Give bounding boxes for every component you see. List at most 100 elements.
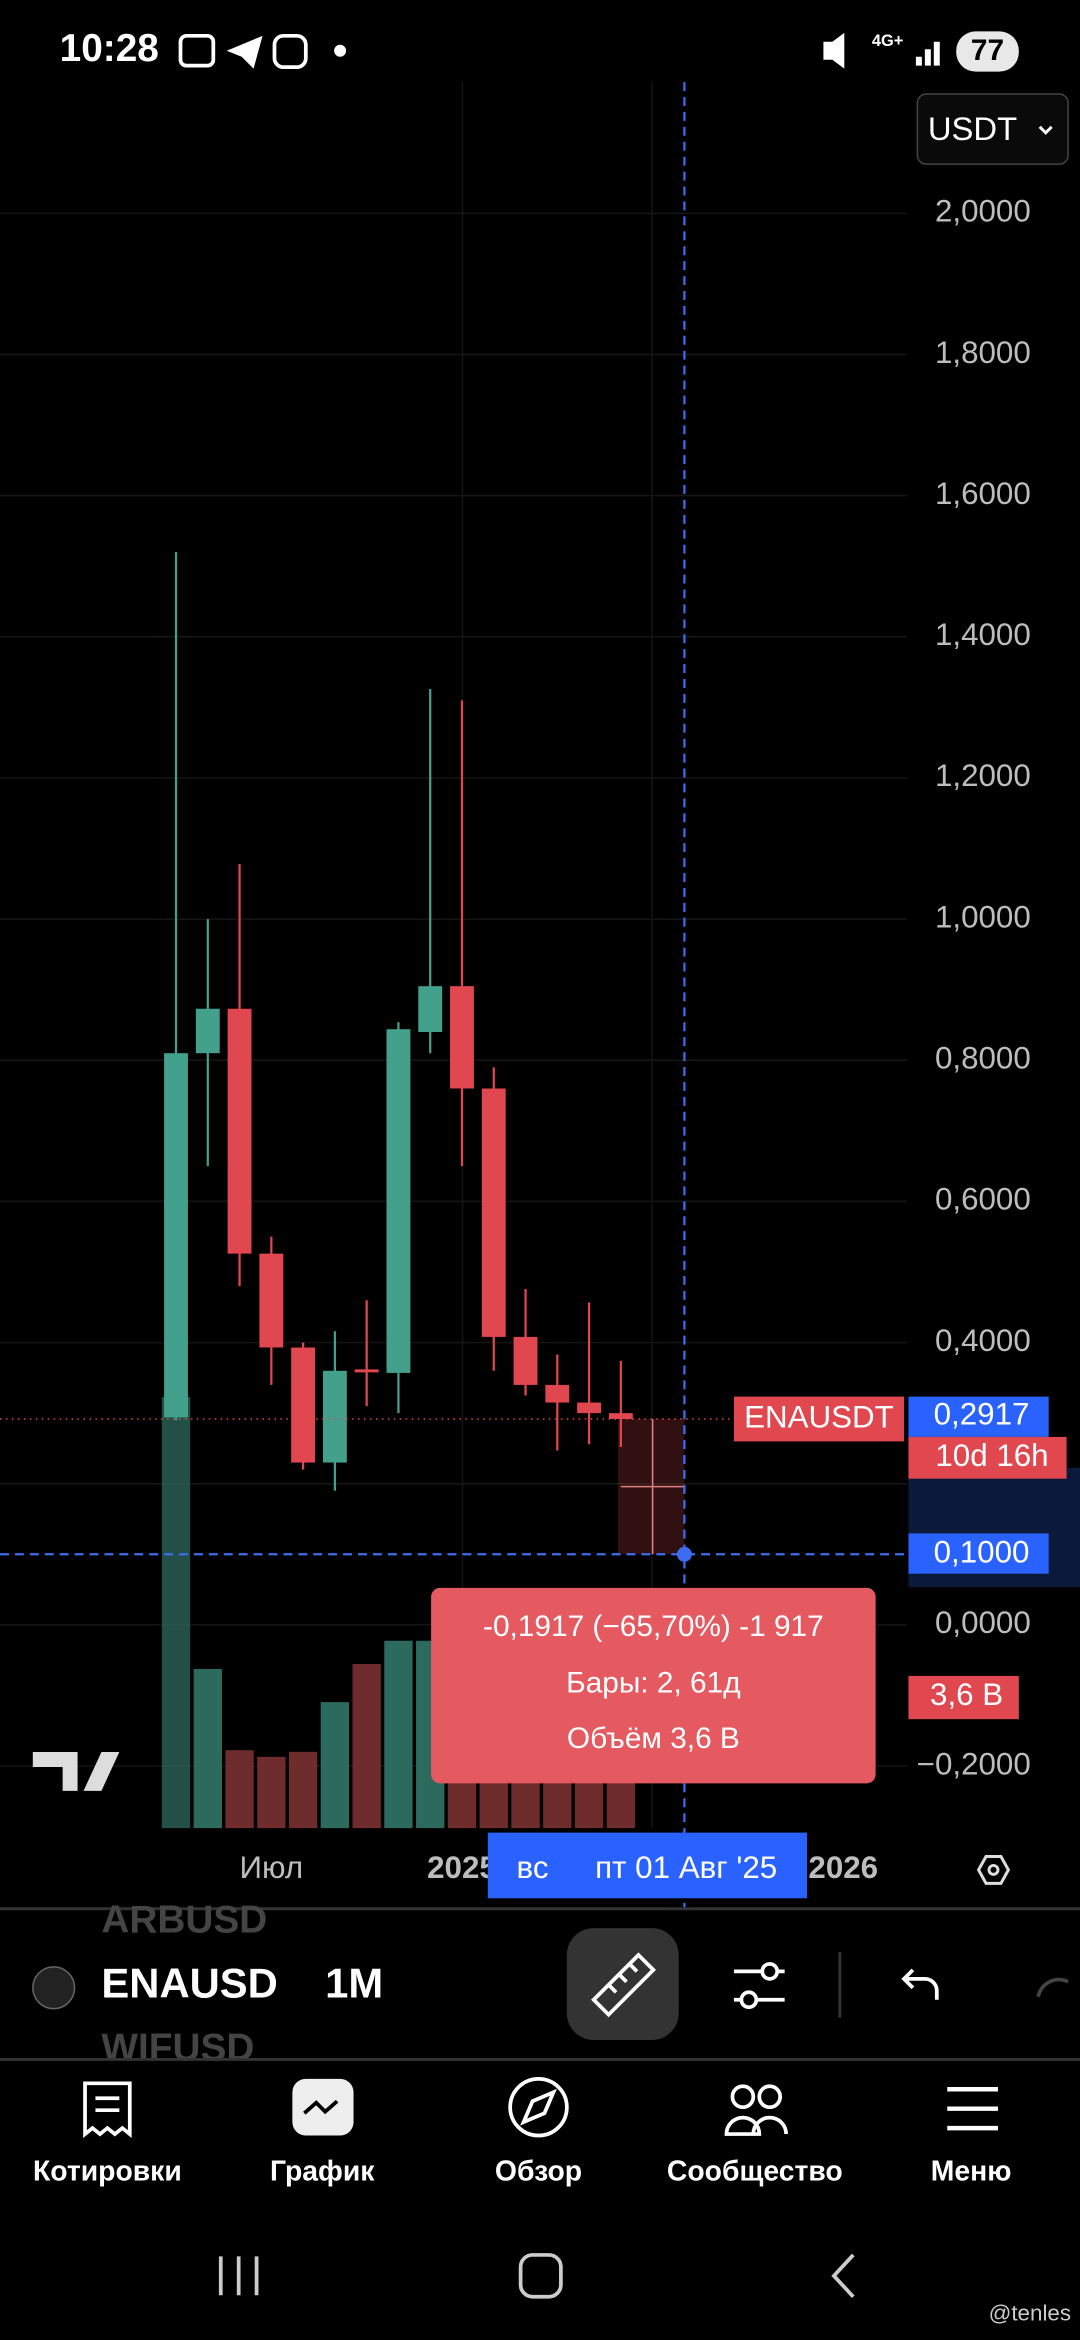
symbol-tag — [733, 1396, 904, 1442]
volume-tag — [908, 1675, 1019, 1720]
volume-bar — [384, 1640, 413, 1829]
measure-bars: Бары: 2, 61д — [566, 1667, 740, 1700]
symbol-icon — [32, 1966, 76, 2010]
measure-change: -0,1917 (−65,70%) -1 917 — [483, 1610, 824, 1643]
candle-body — [227, 1008, 252, 1254]
next-symbol[interactable]: WIFUSD — [101, 2027, 254, 2070]
y-tick-label: 1,6000 — [935, 476, 1031, 511]
candle-body — [164, 1053, 188, 1418]
x-tick-label: Июл — [240, 1850, 304, 1885]
y-tick-label: 2,0000 — [935, 194, 1031, 229]
candle-body — [577, 1402, 602, 1414]
prev-symbol[interactable]: ARBUSD — [101, 1898, 267, 1941]
icon — [823, 32, 845, 69]
y-tick-label: 0,4000 — [935, 1323, 1031, 1358]
volume-label: 3,6 B — [930, 1677, 1003, 1712]
measure-tooltip — [431, 1587, 876, 1784]
measure-volume: Объём 3,6 B — [567, 1722, 740, 1755]
countdown: 10d 16h — [935, 1438, 1048, 1473]
nav-icon — [508, 2076, 569, 2138]
nav-icon — [947, 2087, 998, 2131]
toolbar: ARBUSD ENAUSD WIFUSD 1M — [32, 1898, 1069, 2070]
y-tick-label: 1,8000 — [935, 335, 1031, 370]
crosshair-price: 0,1000 — [934, 1535, 1030, 1570]
nav-icon — [730, 2084, 756, 2110]
candle-body — [418, 986, 443, 1033]
watermark: @tenles — [989, 2301, 1071, 2326]
y-tick-label: 1,0000 — [935, 899, 1031, 934]
nav-icon — [520, 2088, 557, 2126]
candle-body — [259, 1253, 284, 1348]
battery — [956, 31, 1019, 72]
volume-bar — [161, 1397, 191, 1829]
nav-label[interactable]: График — [270, 2155, 375, 2187]
x-tick-label: 2025 — [427, 1850, 497, 1885]
candle-body — [195, 1008, 220, 1054]
nav-label[interactable]: Меню — [931, 2155, 1012, 2187]
candle-body — [291, 1347, 316, 1463]
home-button[interactable] — [518, 2253, 563, 2299]
nav-label[interactable]: Обзор — [495, 2155, 582, 2187]
network: 4G+ — [872, 32, 903, 50]
volume-bar — [352, 1663, 381, 1829]
logo — [32, 1752, 120, 1791]
icon — [334, 44, 347, 57]
icon — [226, 35, 263, 69]
x-tick-label: 2026 — [808, 1850, 878, 1885]
currency-button[interactable] — [916, 93, 1069, 165]
y-tick-label: 0,6000 — [935, 1182, 1031, 1217]
currency: USDT — [928, 110, 1017, 147]
crosshair-dot — [676, 1546, 692, 1562]
clock: 10:28 — [60, 27, 159, 70]
back-button[interactable] — [831, 2253, 855, 2298]
undo-icon[interactable] — [901, 1968, 939, 2000]
candle-body — [513, 1336, 538, 1385]
volume-bar — [257, 1756, 286, 1829]
candle-body — [450, 986, 474, 1089]
date-tag — [487, 1832, 808, 1899]
volume-bar — [193, 1668, 222, 1829]
y-tick-label: 1,4000 — [935, 617, 1031, 652]
y-tick-label: 0,8000 — [935, 1041, 1031, 1076]
candle-body — [481, 1088, 506, 1337]
nav-icon — [757, 2084, 783, 2110]
settings-icon[interactable] — [976, 1854, 1011, 1885]
chevron — [1038, 125, 1053, 135]
candle-body — [386, 1029, 411, 1373]
candle-body — [608, 1413, 633, 1419]
recents-button[interactable] — [218, 2256, 259, 2296]
candle-body — [545, 1384, 570, 1403]
nav-icon — [83, 2081, 132, 2138]
crosshair-price-tag — [908, 1533, 1049, 1574]
nav-icon — [303, 2099, 339, 2115]
bottom-nav: Котировки График Обзор Сообщество Меню — [33, 2076, 1012, 2187]
status-bar: 10:28 4G+ 77 — [60, 27, 1019, 72]
redo-icon[interactable] — [1036, 1977, 1069, 1998]
symbol[interactable]: ENAUSD — [101, 1959, 277, 2006]
nav-label[interactable]: Котировки — [33, 2155, 182, 2187]
candle-body — [354, 1369, 379, 1373]
icon — [915, 41, 940, 66]
battery-level: 77 — [971, 34, 1004, 67]
icon — [272, 33, 308, 70]
last-price: 0,2917 — [934, 1396, 1030, 1431]
price-tag — [908, 1396, 1049, 1437]
crosshair-weekday: вс — [517, 1850, 549, 1885]
volume-bar — [288, 1751, 318, 1829]
nav-label[interactable]: Сообщество — [667, 2155, 843, 2187]
y-tick-label: 1,2000 — [935, 758, 1031, 793]
sliders-icon — [760, 1962, 780, 1981]
countdown-tag — [908, 1436, 1067, 1479]
candle-body — [322, 1370, 347, 1463]
nav-icon — [724, 2115, 788, 2136]
settings-icon — [987, 1863, 1000, 1876]
sliders-icon — [739, 1990, 759, 2010]
crosshair-date: пт 01 Авг '25 — [595, 1850, 777, 1885]
ruler-icon — [591, 1952, 657, 2018]
volume-bar — [320, 1702, 350, 1829]
y-tick-label: −0,2000 — [917, 1746, 1031, 1781]
interval[interactable]: 1M — [325, 1959, 383, 2006]
volume-bar — [225, 1750, 254, 1829]
ruler-button[interactable] — [566, 1928, 679, 2041]
